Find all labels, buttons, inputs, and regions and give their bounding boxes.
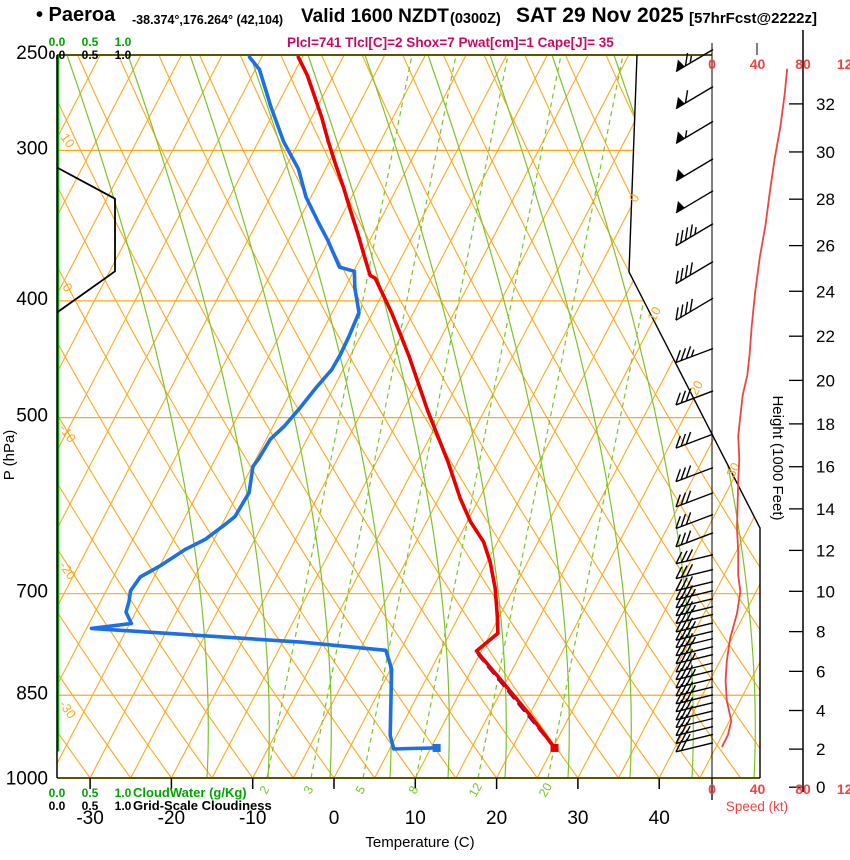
svg-text:1.0: 1.0 [115,48,132,62]
svg-text:14: 14 [816,500,835,519]
svg-text:0.0: 0.0 [49,48,66,62]
svg-text:Height (1000 Feet): Height (1000 Feet) [769,395,786,520]
surface-dewpoint-marker [432,743,441,752]
station-name: • Paeroa [36,4,116,26]
svg-text:80: 80 [795,781,811,797]
svg-text:400: 400 [16,289,48,310]
svg-text:Temperature (C): Temperature (C) [365,834,474,851]
svg-text:0.0: 0.0 [49,35,66,49]
svg-text:20: 20 [816,371,835,390]
svg-text:-30: -30 [76,808,103,829]
surface-temperature-marker [550,743,559,752]
svg-text:300: 300 [16,138,48,159]
svg-text:-10: -10 [239,808,266,829]
svg-text:28: 28 [816,190,835,209]
svg-text:4: 4 [816,702,825,721]
svg-text:24: 24 [816,282,835,301]
svg-text:250: 250 [16,43,48,64]
svg-text:10: 10 [405,808,426,829]
svg-text:1000: 1000 [6,768,48,789]
svg-text:8: 8 [816,623,825,642]
valid-date: SAT 29 Nov 2025 [516,4,684,27]
svg-text:-20: -20 [158,808,185,829]
cloud-profiles [57,55,116,752]
svg-text:700: 700 [16,582,48,603]
zulu-time: (0300Z) [450,11,501,27]
svg-text:30: 30 [567,808,588,829]
svg-text:0: 0 [708,56,716,72]
svg-text:12: 12 [816,541,835,560]
svg-text:16: 16 [816,458,835,477]
station-coords: -38.374°,176.264° (42,104) [132,13,284,27]
svg-text:2: 2 [257,783,273,796]
svg-text:-30: -30 [56,697,79,721]
svg-text:500: 500 [16,406,48,427]
svg-text:10: 10 [644,304,664,324]
stability-indices: Plcl=741 Tlcl[C]=2 Shox=7 Pwat[cm]=1 Cap… [287,35,614,50]
svg-text:20: 20 [536,780,555,799]
svg-text:0.5: 0.5 [82,35,99,49]
svg-text:0.0: 0.0 [49,786,66,800]
svg-text:0: 0 [816,778,825,797]
svg-text:0.0: 0.0 [49,799,66,813]
svg-text:22: 22 [816,327,835,346]
svg-text:26: 26 [816,237,835,256]
svg-text:10: 10 [57,130,78,150]
svg-text:20: 20 [486,808,507,829]
svg-text:0: 0 [329,808,340,829]
svg-text:3: 3 [301,783,317,796]
svg-text:1.0: 1.0 [115,799,132,813]
svg-text:120: 120 [837,781,850,797]
svg-text:10: 10 [816,582,835,601]
svg-text:80: 80 [795,56,811,72]
svg-text:0.5: 0.5 [82,48,99,62]
valid-time: Valid 1600 NZDT [301,6,449,27]
svg-text:18: 18 [816,415,835,434]
wind-barbs [675,48,714,753]
svg-text:5: 5 [353,783,369,796]
svg-text:-10: -10 [56,421,79,445]
svg-text:Speed (kt): Speed (kt) [726,799,788,814]
svg-text:0: 0 [59,280,75,295]
svg-text:Grid-Scale Cloudiness: Grid-Scale Cloudiness [133,798,272,813]
svg-text:2: 2 [816,740,825,759]
svg-text:30: 30 [816,143,835,162]
svg-text:40: 40 [750,56,766,72]
svg-text:40: 40 [649,808,670,829]
svg-text:CloudWater (g/Kg): CloudWater (g/Kg) [133,785,247,800]
svg-text:20: 20 [686,378,706,398]
svg-text:1.0: 1.0 [115,786,132,800]
svg-text:12: 12 [466,780,485,799]
svg-text:8: 8 [406,783,422,796]
svg-text:0: 0 [626,191,643,204]
svg-text:0: 0 [708,781,716,797]
svg-text:P (hPa): P (hPa) [1,430,18,481]
plot-frame [56,30,804,800]
moist-adiabat-gridlines [66,55,756,778]
svg-text:6: 6 [816,662,825,681]
svg-text:0.5: 0.5 [82,786,99,800]
wind-speed-profile [721,68,788,748]
cloud-scales: 0.00.00.50.51.01.00.00.00.50.51.01.0Clou… [49,35,272,813]
svg-text:0.5: 0.5 [82,799,99,813]
svg-text:120: 120 [837,56,850,72]
svg-text:32: 32 [816,95,835,114]
svg-text:40: 40 [750,781,766,797]
dry-adiabat-gridlines [57,55,760,778]
sounding-curves [89,55,559,752]
plot-area [57,55,760,778]
svg-text:1.0: 1.0 [115,35,132,49]
forecast-hour: [57hrFcst@2222z] [689,10,818,27]
svg-text:850: 850 [16,683,48,704]
